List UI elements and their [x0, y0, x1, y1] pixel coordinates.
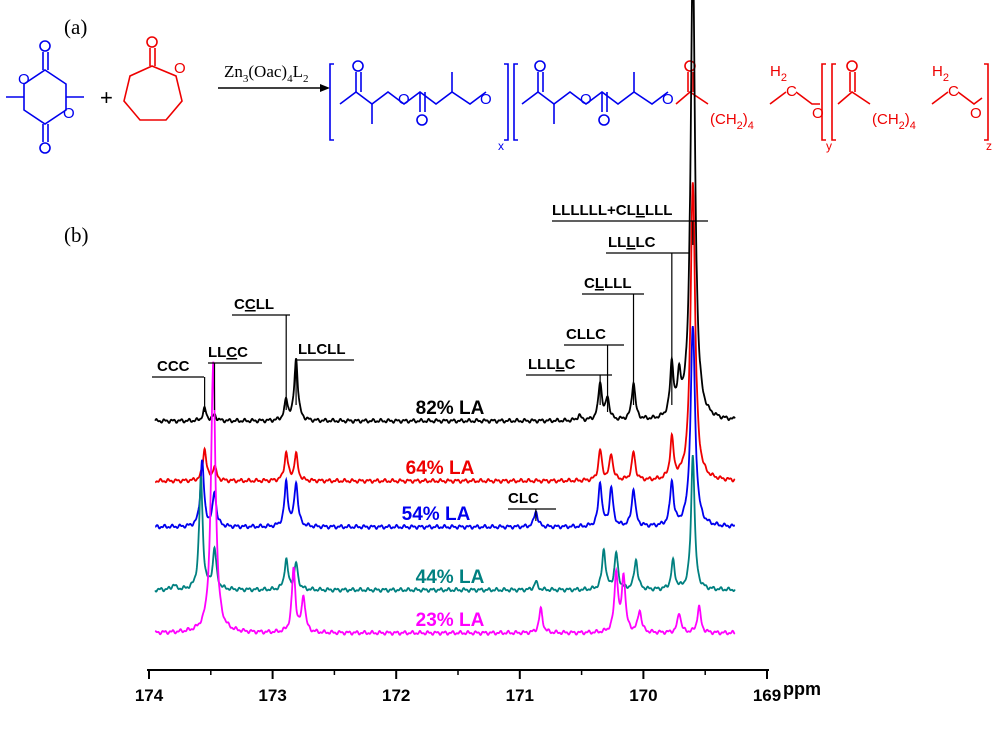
peak-label: LLLLC — [528, 356, 576, 373]
series-label: 82% LA — [416, 398, 485, 419]
copolymer-lactide-part — [329, 63, 669, 141]
lactide-structure — [6, 52, 84, 142]
x-tick-label: 173 — [258, 686, 286, 705]
series-label: 64% LA — [406, 458, 475, 479]
chain-oxygen: O — [970, 105, 982, 122]
spectrum-trace — [155, 182, 736, 484]
subscript-x: x — [498, 139, 504, 153]
series-label: 23% LA — [416, 610, 485, 631]
reaction-scheme: O O + O Zn3(Oac)4L2 — [6, 36, 992, 154]
chain-carbon: C — [948, 83, 959, 100]
ch2-chain-label: (CH2)4 — [710, 111, 754, 132]
ch2-chain-label: (CH2)4 — [872, 111, 916, 132]
ring-oxygen: O — [174, 60, 186, 77]
catalyst-label: Zn3(Oac)4L2 — [224, 62, 308, 85]
peak-label: LLCC — [208, 344, 248, 361]
spectrum-trace — [154, 0, 736, 424]
panel-a-label: (a) — [64, 15, 87, 39]
subscript-z: z — [986, 139, 992, 153]
oxygen-atom — [846, 60, 858, 72]
x-tick-label: 169 — [753, 686, 781, 705]
arrow-head-icon — [320, 84, 330, 92]
chain-oxygen: O — [580, 91, 592, 108]
chain-oxygen: O — [812, 105, 824, 122]
ring-oxygen: O — [63, 105, 75, 122]
peak-label: CCC — [157, 358, 190, 375]
peak-label: CLLLL — [584, 275, 632, 292]
x-axis: 174 173 172 171 170 169 — [135, 669, 781, 705]
oxygen-atom — [534, 60, 546, 72]
oxygen-atom — [352, 60, 364, 72]
peak-label: CLLC — [566, 326, 606, 343]
chain-oxygen: O — [480, 91, 492, 108]
peak-label: LLLLC — [608, 234, 656, 251]
series-label: 44% LA — [416, 567, 485, 588]
x-axis-unit-label: ppm — [783, 679, 821, 699]
h2-label: H2 — [770, 63, 787, 84]
x-tick-label: 171 — [506, 686, 534, 705]
chain-oxygen: O — [398, 91, 410, 108]
chain-oxygen: O — [662, 91, 674, 108]
oxygen-atom — [146, 36, 158, 48]
series-labels: 82% LA 64% LA 54% LA 44% LA 23% LA — [402, 398, 485, 631]
h2-label: H2 — [932, 63, 949, 84]
caprolactone-structure — [123, 48, 183, 121]
spectrum-trace — [154, 361, 736, 636]
nmr-chart: CCC LLCC CCLL LLCLL LLLLC CLLC CLLLL LLLLC LLLLL… — [135, 0, 821, 705]
peak-label: CCLL — [234, 296, 274, 313]
oxygen-atom — [39, 142, 51, 154]
x-tick-label: 172 — [382, 686, 410, 705]
x-tick-label: 174 — [135, 686, 164, 705]
spectrum-traces — [154, 0, 736, 636]
panel-b-label: (b) — [64, 223, 89, 247]
peak-label: LLLLLL+CLLLLL — [552, 202, 672, 219]
peak-annotations: CCC LLCC CCLL LLCLL LLLLC CLLC CLLLL LLLLC LLLLL… — [152, 202, 708, 521]
peak-label: LLCLL — [298, 341, 345, 358]
x-tick-label: 170 — [629, 686, 657, 705]
oxygen-atom — [416, 114, 428, 126]
plus-sign: + — [100, 85, 113, 110]
oxygen-atom — [598, 114, 610, 126]
chain-carbon: C — [786, 83, 797, 100]
series-label: 54% LA — [402, 504, 471, 525]
spectrum-trace — [155, 325, 735, 530]
spectrum-trace — [154, 454, 736, 593]
oxygen-atom — [39, 40, 51, 52]
copolymer-caprolactone-part — [675, 63, 989, 141]
peak-label: CLC — [508, 490, 539, 507]
subscript-y: y — [826, 139, 832, 153]
ring-oxygen: O — [18, 71, 30, 88]
